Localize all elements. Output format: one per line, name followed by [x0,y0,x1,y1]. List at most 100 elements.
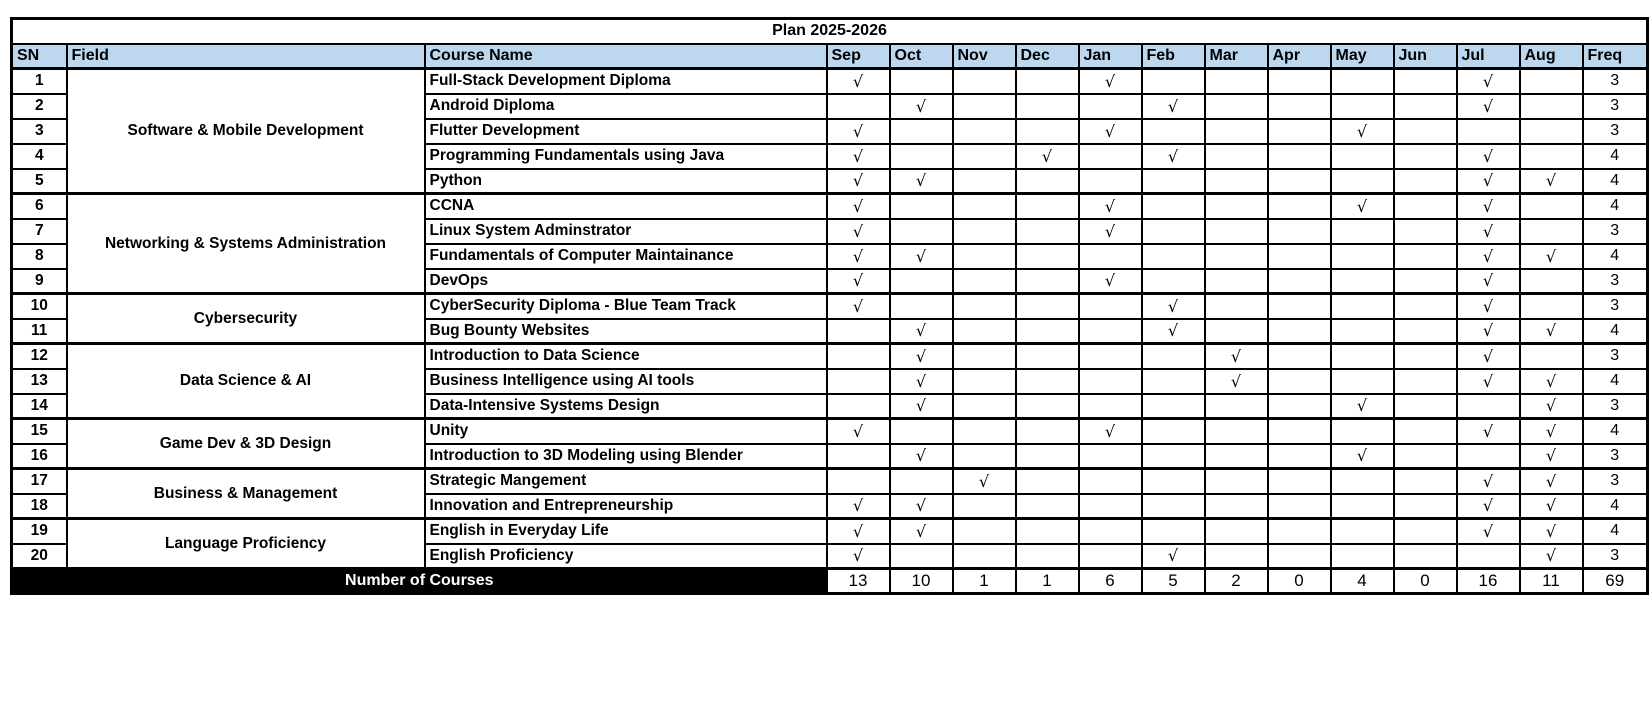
month-cell-aug [1518,217,1584,245]
month-cell-jul: √ [1455,417,1521,445]
column-header-oct: Oct [888,42,954,70]
month-cell-jul: √ [1455,467,1521,495]
month-cell-nov [951,417,1017,445]
sn-cell: 6 [10,192,68,220]
month-cell-jun [1392,142,1458,170]
month-cell-sep [825,367,891,395]
month-cell-apr [1266,142,1332,170]
course-row: 7 Linux System Adminstrator √ √ √ 3 [10,217,1649,245]
month-cell-mar [1203,292,1269,320]
month-cell-apr [1266,92,1332,120]
month-cell-jul: √ [1455,517,1521,545]
column-header-jun: Jun [1392,42,1458,70]
month-cell-mar [1203,142,1269,170]
month-cell-apr [1266,217,1332,245]
sn-cell: 7 [10,217,68,245]
course-name-cell: Introduction to Data Science [423,342,828,370]
month-cell-oct: √ [888,92,954,120]
sn-cell: 13 [10,367,68,395]
month-cell-oct: √ [888,517,954,545]
freq-cell: 3 [1581,217,1649,245]
month-cell-apr [1266,517,1332,545]
table-body: 1 Software & Mobile Development Full-Stack… [10,67,1649,570]
month-cell-may [1329,317,1395,345]
month-cell-apr [1266,242,1332,270]
month-cell-nov [951,442,1017,470]
month-cell-oct: √ [888,242,954,270]
month-cell-nov [951,192,1017,220]
month-cell-apr [1266,367,1332,395]
course-row: 6 Networking & Systems Administration CCNA… [10,192,1649,295]
month-cell-apr [1266,317,1332,345]
month-cell-feb: √ [1140,292,1206,320]
total-cell-jul: 16 [1455,567,1521,595]
month-cell-apr [1266,467,1332,495]
month-cell-mar [1203,242,1269,270]
month-cell-apr [1266,267,1332,295]
month-cell-jan [1077,367,1143,395]
month-cell-aug: √ [1518,467,1584,495]
month-cell-nov [951,342,1017,370]
month-cell-jun [1392,292,1458,320]
course-name-cell: Fundamentals of Computer Maintainance [423,242,828,270]
month-cell-may [1329,67,1395,95]
course-name-cell: Strategic Mangement [423,467,828,495]
month-cell-jun [1392,392,1458,420]
month-cell-may: √ [1329,392,1395,420]
month-cell-aug: √ [1518,517,1584,545]
month-cell-sep [825,442,891,470]
course-row: 2 Android Diploma √ √ √ 3 [10,92,1649,120]
month-cell-jan [1077,517,1143,545]
month-cell-aug: √ [1518,367,1584,395]
month-cell-feb: √ [1140,142,1206,170]
column-header-feb: Feb [1140,42,1206,70]
column-header-dec: Dec [1014,42,1080,70]
month-cell-sep: √ [825,142,891,170]
sn-cell: 18 [10,492,68,520]
month-cell-mar [1203,317,1269,345]
month-cell-mar: √ [1203,342,1269,370]
month-cell-mar [1203,117,1269,145]
course-row: 18 Innovation and Entrepreneurship √ √ √ √ 4 [10,492,1649,520]
month-cell-nov [951,167,1017,195]
month-cell-aug [1518,142,1584,170]
month-cell-feb: √ [1140,317,1206,345]
freq-cell: 3 [1581,92,1649,120]
month-cell-jun [1392,467,1458,495]
month-cell-apr [1266,117,1332,145]
month-cell-jul [1455,392,1521,420]
month-cell-aug: √ [1518,392,1584,420]
month-cell-mar [1203,167,1269,195]
sn-cell: 1 [10,67,68,95]
month-cell-may: √ [1329,192,1395,220]
month-cell-may [1329,367,1395,395]
month-cell-mar [1203,467,1269,495]
course-row: 3 Flutter Development √ √ √ 3 [10,117,1649,145]
month-cell-apr [1266,442,1332,470]
title-row: Plan 2025-2026 [10,17,1649,45]
month-cell-may [1329,142,1395,170]
month-cell-jul: √ [1455,192,1521,220]
month-cell-oct [888,542,954,570]
freq-cell: 3 [1581,292,1649,320]
month-cell-jul: √ [1455,292,1521,320]
month-cell-apr [1266,342,1332,370]
column-header-course: Course Name [423,42,828,70]
total-cell-mar: 2 [1203,567,1269,595]
freq-cell: 4 [1581,317,1649,345]
month-cell-dec [1014,167,1080,195]
column-header-may: May [1329,42,1395,70]
month-cell-sep: √ [825,192,891,220]
month-cell-dec [1014,442,1080,470]
course-row: 17 Business & Management Strategic Mangeme… [10,467,1649,520]
month-cell-may [1329,467,1395,495]
course-row: 1 Software & Mobile Development Full-Stack… [10,67,1649,195]
month-cell-dec [1014,392,1080,420]
freq-cell: 4 [1581,192,1649,220]
course-name-cell: Linux System Adminstrator [423,217,828,245]
month-cell-dec [1014,92,1080,120]
month-cell-sep [825,392,891,420]
field-cell: Language Proficiency [65,517,426,570]
month-cell-nov [951,92,1017,120]
month-cell-jun [1392,192,1458,220]
